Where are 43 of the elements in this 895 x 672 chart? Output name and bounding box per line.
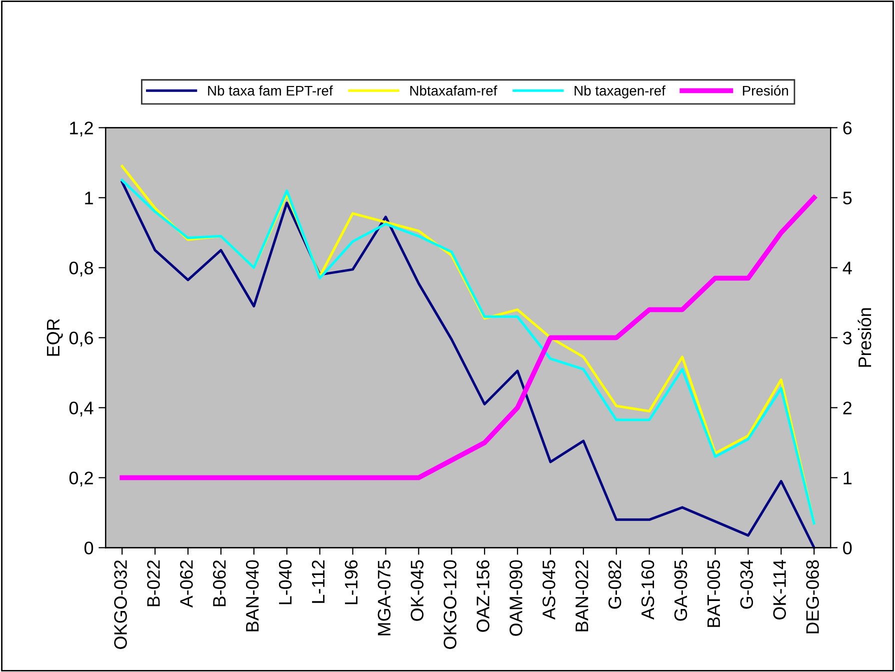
y2-tick-label: 3 <box>843 332 852 344</box>
y2-tick-label: 6 <box>843 122 852 134</box>
y2-tick-label: 0 <box>843 542 852 554</box>
x-tick-label: AS-160 <box>641 560 654 620</box>
x-tick-label: B-022 <box>147 560 160 606</box>
x-tick-label: BAN-022 <box>575 560 588 632</box>
y2-tick-label: 1 <box>844 472 852 484</box>
legend-label: Presión <box>742 85 788 96</box>
y2-tick-label: 5 <box>843 192 852 204</box>
y-tick-label: 1 <box>85 192 93 204</box>
x-tick-label: BAT-005 <box>707 560 720 627</box>
x-tick-label: L-112 <box>312 560 324 603</box>
legend-label: Nb taxagen-ref <box>574 85 666 98</box>
y-tick-label: 1,2 <box>70 122 93 137</box>
x-tick-label: G-082 <box>608 560 622 609</box>
x-tick-label: A-062 <box>180 560 193 608</box>
x-tick-label: B-062 <box>213 560 226 606</box>
x-tick-label: OK-114 <box>773 560 786 620</box>
y2-tick-label: 2 <box>843 402 852 414</box>
y2-axis-title: Presión <box>858 308 872 367</box>
x-tick-label: MGA-075 <box>378 560 391 636</box>
legend-label: Nbtaxafam-ref <box>410 85 498 96</box>
x-tick-label: DEG-068 <box>806 560 819 634</box>
y-tick-label: 0,8 <box>69 262 94 277</box>
x-tick-label: AS-045 <box>542 560 556 620</box>
x-tick-label: GA-095 <box>674 560 688 621</box>
legend-label: Nb taxa fam EPT-ref <box>208 85 333 96</box>
x-tick-label: L-040 <box>278 560 292 604</box>
y-axis-title: EQR <box>46 318 63 356</box>
x-tick-label: BAN-040 <box>246 560 259 632</box>
x-tick-label: OKGO-120 <box>444 560 456 649</box>
line-series <box>120 195 817 480</box>
x-tick-label: OAM-090 <box>510 560 522 636</box>
y2-tick-label: 4 <box>842 262 852 274</box>
x-tick-label: OAZ-156 <box>476 560 490 632</box>
x-tick-label: L-196 <box>344 560 358 604</box>
x-tick-label: OK-045 <box>410 560 424 621</box>
x-tick-label: G-034 <box>740 560 754 609</box>
x-tick-label: OKGO-032 <box>114 560 127 649</box>
y-tick-label: 0,6 <box>69 332 94 347</box>
y-tick-label: 0,2 <box>69 472 93 487</box>
y-tick-label: 0,4 <box>69 402 94 417</box>
y-tick-label: 0 <box>84 542 94 554</box>
